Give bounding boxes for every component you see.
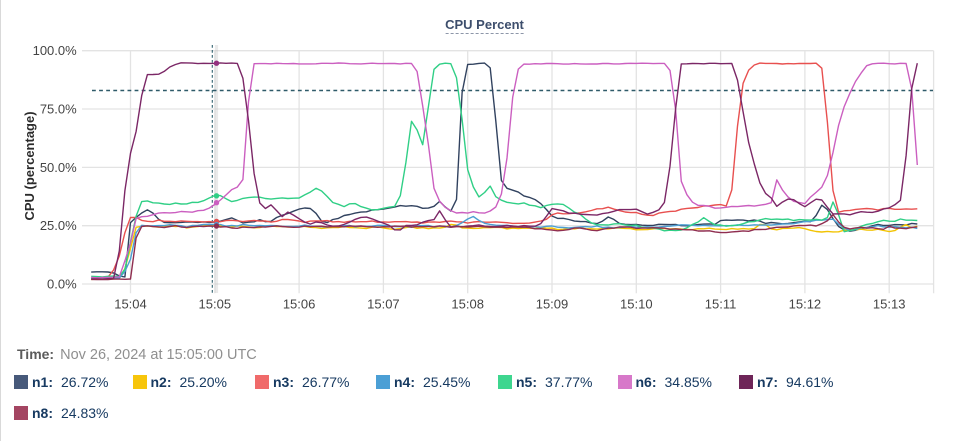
svg-text:CPU (percentage): CPU (percentage) — [22, 111, 37, 220]
svg-text:15:10: 15:10 — [620, 297, 653, 312]
svg-text:100.0%: 100.0% — [33, 43, 78, 58]
svg-text:15:04: 15:04 — [114, 297, 147, 312]
svg-text:15:11: 15:11 — [705, 297, 737, 312]
svg-text:15:05: 15:05 — [199, 297, 232, 312]
svg-text:15:06: 15:06 — [283, 297, 316, 312]
svg-text:15:13: 15:13 — [873, 297, 906, 312]
svg-text:15:09: 15:09 — [536, 297, 569, 312]
svg-text:50.0%: 50.0% — [40, 160, 77, 175]
svg-text:0.0%: 0.0% — [47, 277, 77, 292]
svg-text:15:12: 15:12 — [789, 297, 822, 312]
svg-text:15:07: 15:07 — [367, 297, 400, 312]
svg-text:25.0%: 25.0% — [40, 218, 77, 233]
svg-text:15:08: 15:08 — [451, 297, 484, 312]
svg-text:75.0%: 75.0% — [40, 102, 77, 117]
